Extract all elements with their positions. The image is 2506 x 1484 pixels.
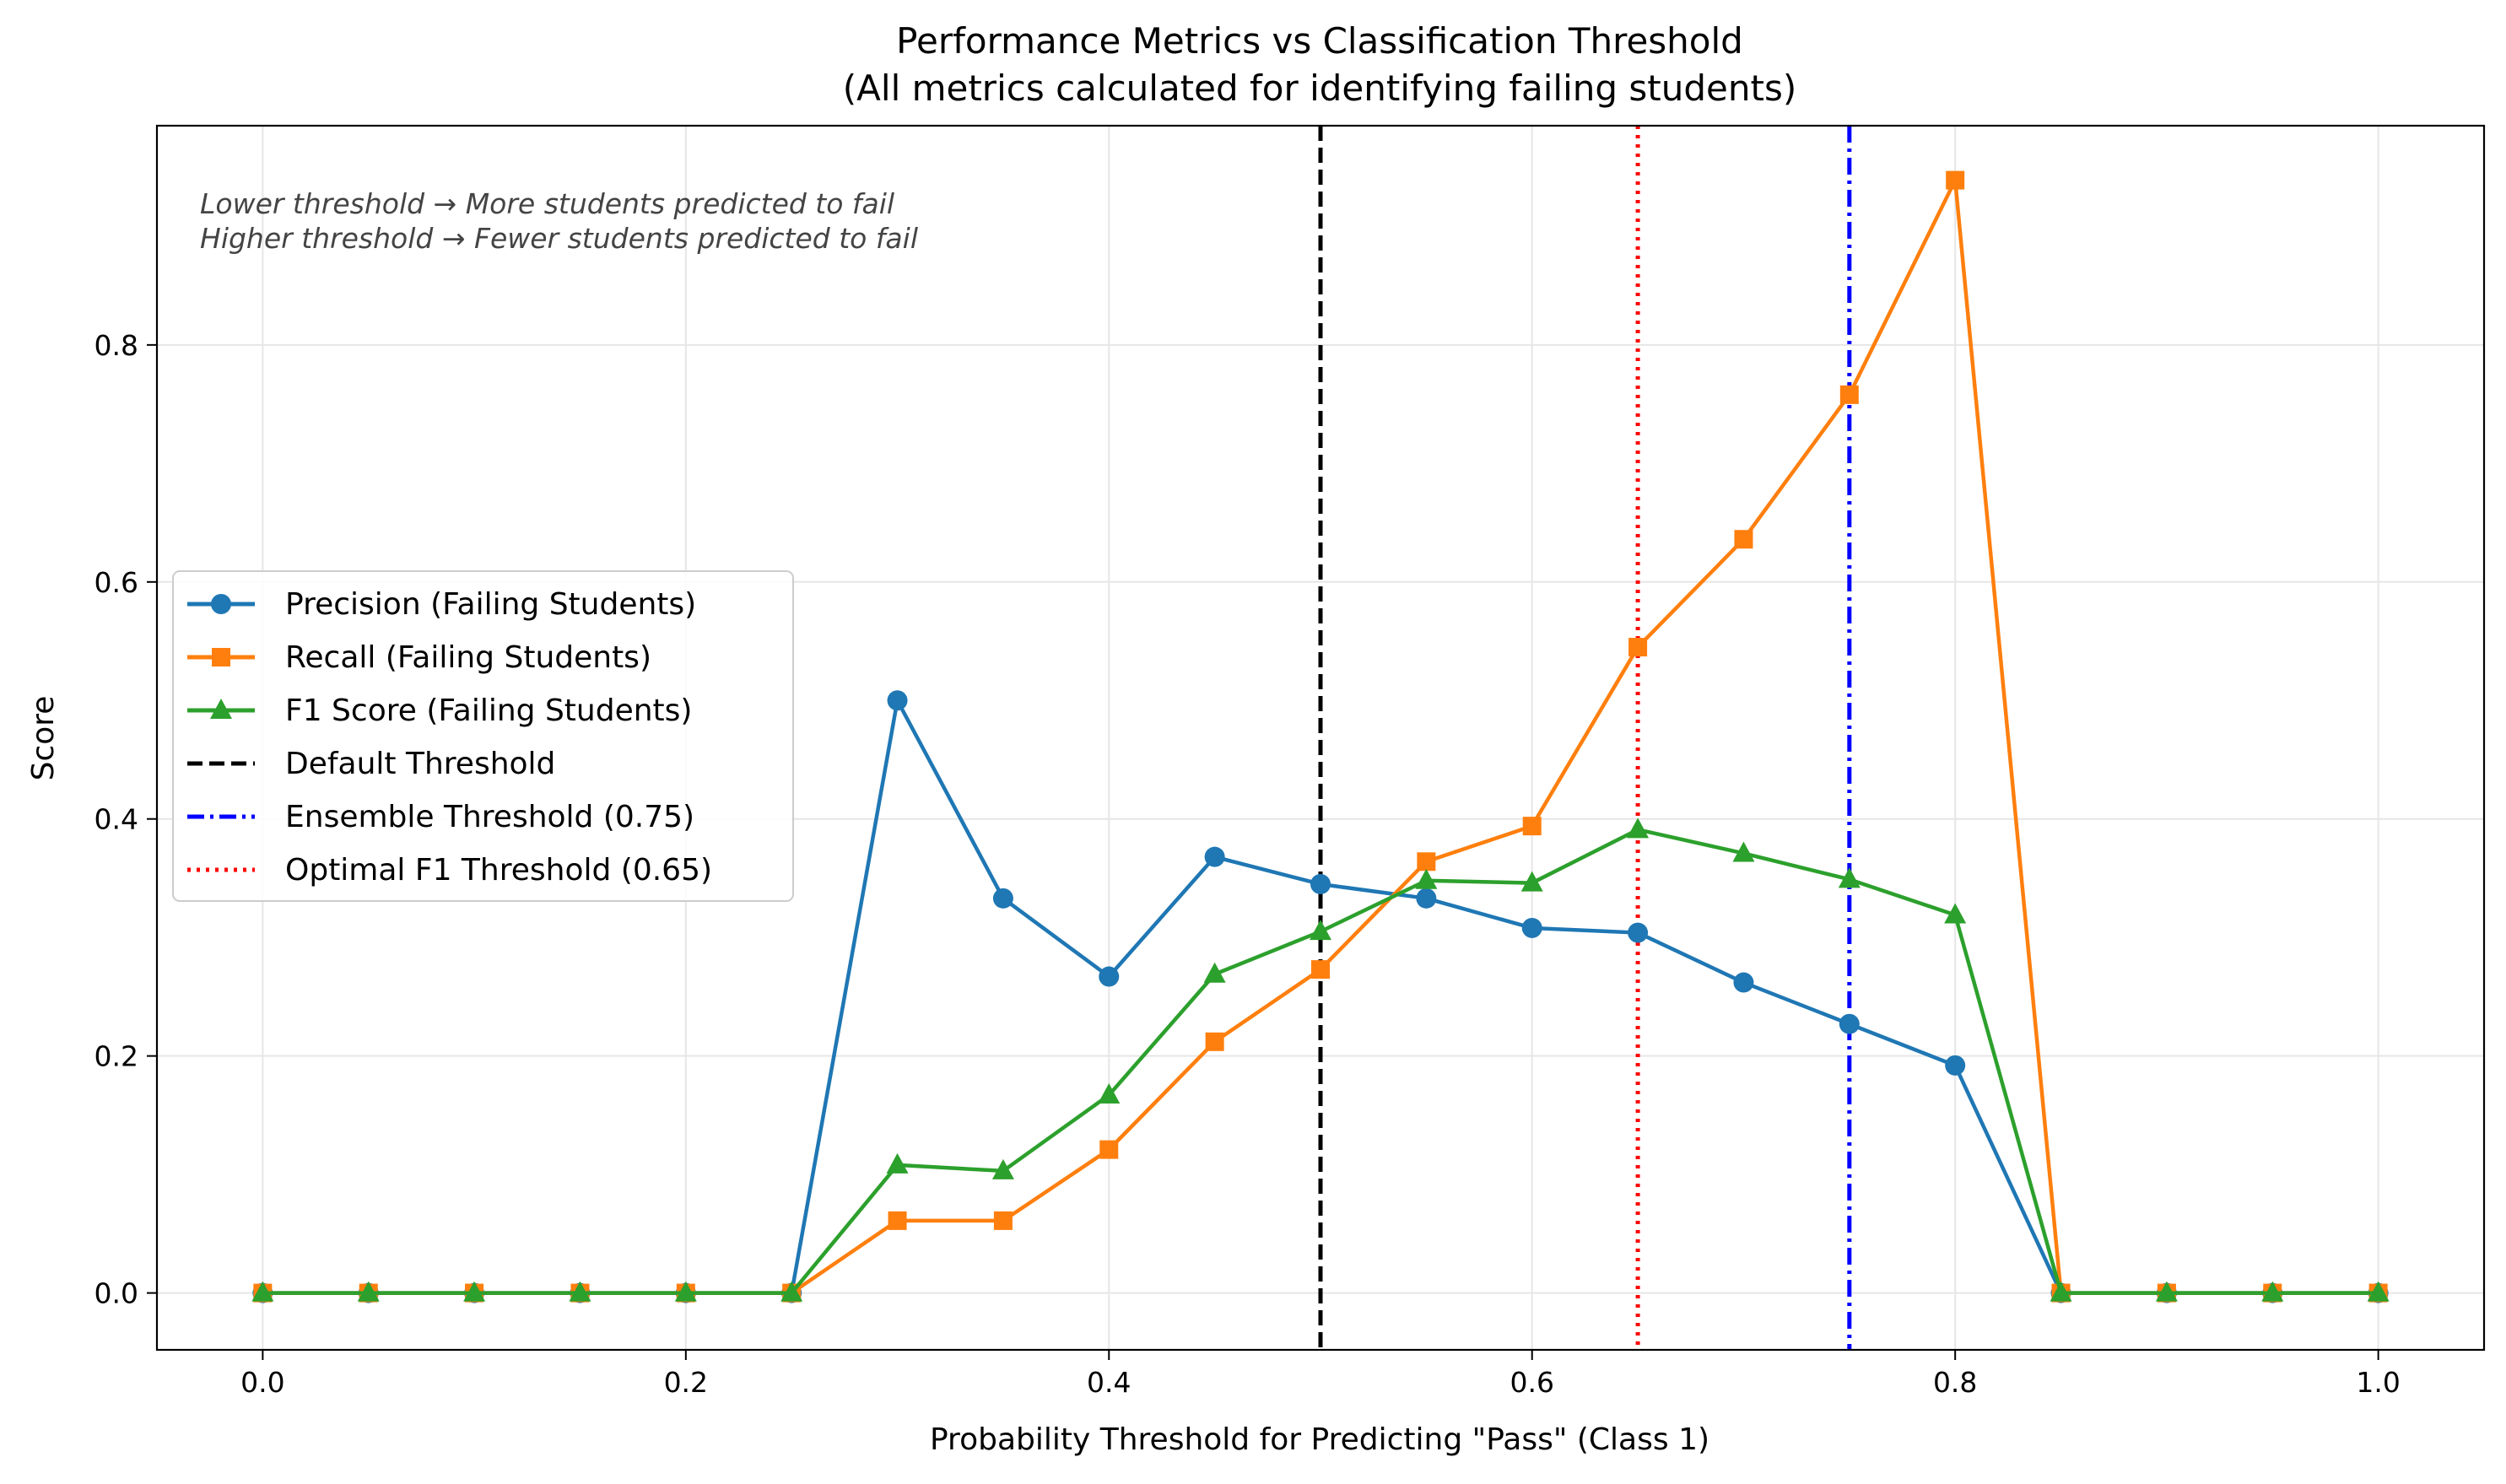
x-axis-label: Probability Threshold for Predicting "Pa… <box>930 1422 1709 1457</box>
y-tick-label-4: 0.8 <box>95 329 138 362</box>
legend-marker-2 <box>210 699 232 719</box>
series-2-point-18 <box>2155 1281 2178 1302</box>
series-0-point-6 <box>887 690 908 711</box>
series-2 <box>251 818 2390 1302</box>
axis-ticks: 0.0 0.2 0.4 0.6 0.8 1.0 0.0 0.2 0.4 0.6 0.8 <box>95 329 2401 1399</box>
legend-marker-1 <box>212 648 230 666</box>
y-tick-label-2: 0.4 <box>95 803 138 836</box>
series-0-point-12 <box>1521 917 1542 938</box>
legend-label-5: Optimal F1 Threshold (0.65) <box>285 853 712 888</box>
annotation-line-1: Lower threshold → More students predicte… <box>200 187 894 220</box>
series-0-point-13 <box>1628 922 1649 943</box>
series-1-point-16 <box>1946 170 1965 190</box>
legend-label-1: Recall (Failing Students) <box>285 640 651 675</box>
series-2-point-8 <box>1098 1083 1121 1104</box>
x-tick-label-2: 0.4 <box>1087 1366 1131 1399</box>
legend-label-4: Ensemble Threshold (0.75) <box>285 800 694 834</box>
series-2-point-1 <box>357 1281 380 1302</box>
legend-marker-0 <box>211 594 231 614</box>
series-2-point-13 <box>1627 818 1650 839</box>
series-1-point-6 <box>888 1211 907 1230</box>
x-tick-label-1: 0.2 <box>664 1366 708 1399</box>
y-tick-label-0: 0.0 <box>95 1277 138 1310</box>
y-tick-label-3: 0.6 <box>95 566 138 599</box>
series-2-point-11 <box>1415 868 1438 889</box>
x-tick-label-0: 0.0 <box>240 1366 284 1399</box>
series-1-point-10 <box>1311 960 1330 979</box>
series-2-point-14 <box>1732 841 1755 862</box>
legend-label-3: Default Threshold <box>285 747 555 781</box>
x-tick-label-5: 1.0 <box>2356 1366 2400 1399</box>
chart-title: Performance Metrics vs Classification Th… <box>896 20 1743 62</box>
series-1-point-8 <box>1099 1140 1119 1159</box>
series-2-point-17 <box>2050 1281 2072 1302</box>
series-0-point-10 <box>1310 873 1331 894</box>
legend-box <box>172 570 794 902</box>
series-0-point-15 <box>1839 1013 1860 1034</box>
plot-frame <box>155 124 2486 1352</box>
chart-subtitle: (All metrics calculated for identifying … <box>843 67 1796 109</box>
series-0-point-7 <box>992 888 1013 909</box>
series-2-point-10 <box>1310 920 1331 941</box>
series-2-point-12 <box>1520 871 1543 892</box>
x-tick-label-3: 0.6 <box>1510 1366 1553 1399</box>
series-1-point-7 <box>993 1211 1013 1230</box>
series-1-point-13 <box>1628 638 1648 657</box>
y-axis-label: Score <box>26 696 61 781</box>
threshold-lines <box>1318 126 1852 1350</box>
series-1-point-15 <box>1839 385 1859 404</box>
legend-label-2: F1 Score (Failing Students) <box>285 693 692 728</box>
series-2-point-3 <box>569 1281 591 1302</box>
x-tick-label-4: 0.8 <box>1933 1366 1977 1399</box>
series-0-point-9 <box>1204 846 1225 867</box>
series-0-point-11 <box>1416 888 1437 909</box>
series-0-point-14 <box>1733 972 1754 993</box>
y-tick-label-1: 0.2 <box>95 1040 138 1073</box>
series-1-point-11 <box>1417 852 1436 872</box>
series-2-point-16 <box>1944 903 1967 924</box>
series-1-point-9 <box>1205 1032 1224 1051</box>
series-2-point-5 <box>780 1281 803 1302</box>
series-1-point-12 <box>1522 817 1542 836</box>
series-2-point-7 <box>991 1158 1014 1179</box>
annotation-line-2: Higher threshold → Fewer students predic… <box>200 222 918 255</box>
series-0-point-8 <box>1099 966 1120 987</box>
series-2-point-15 <box>1838 867 1861 888</box>
series-2-point-20 <box>2367 1281 2390 1302</box>
data-series <box>251 170 2390 1303</box>
series-2-point-6 <box>886 1152 909 1174</box>
series-2-point-4 <box>674 1281 697 1302</box>
series-2-point-9 <box>1203 962 1226 983</box>
series-2-point-19 <box>2261 1281 2284 1302</box>
legend: Precision (Failing Students) Recall (Fail… <box>172 570 794 902</box>
series-2-point-2 <box>463 1281 486 1302</box>
series-1-point-14 <box>1734 530 1753 549</box>
series-0-point-16 <box>1945 1055 1966 1076</box>
legend-label-0: Precision (Failing Students) <box>285 587 696 622</box>
series-2-point-0 <box>251 1281 274 1302</box>
